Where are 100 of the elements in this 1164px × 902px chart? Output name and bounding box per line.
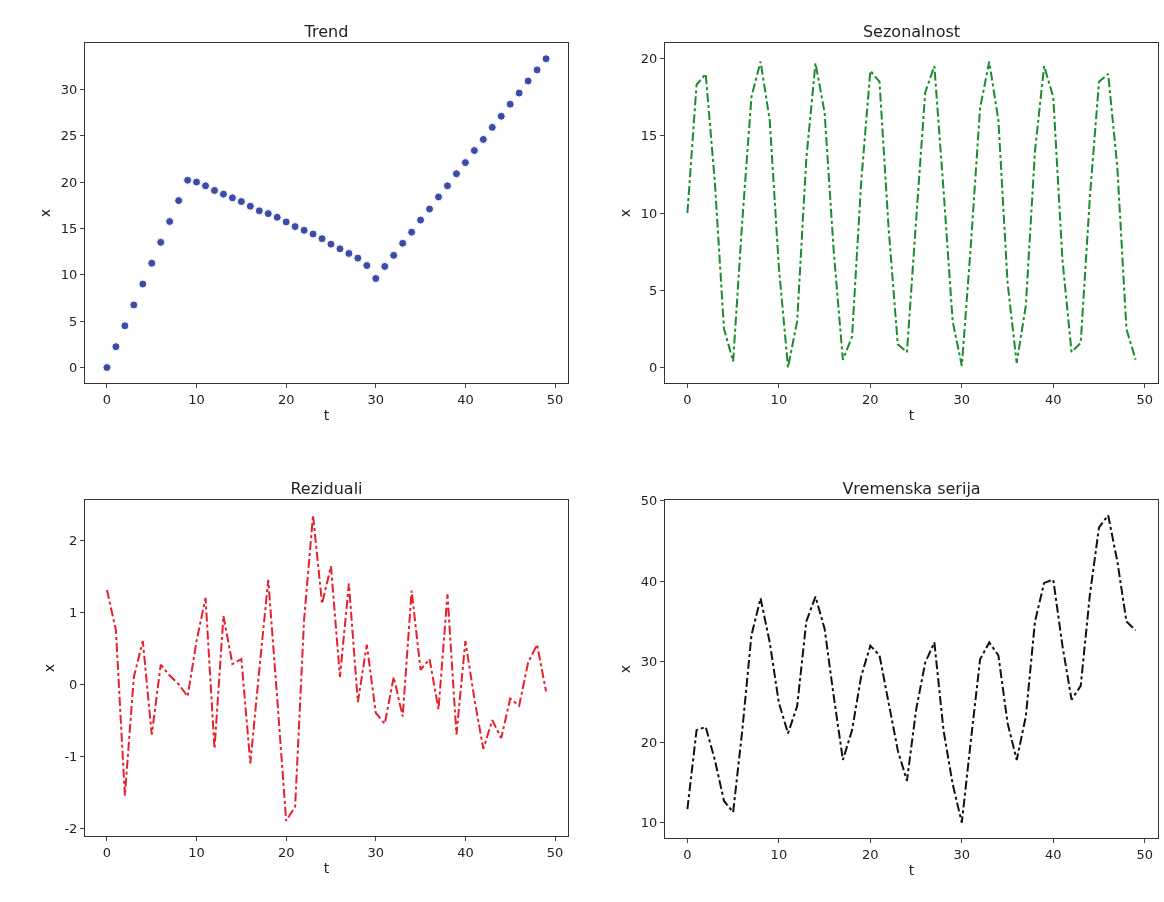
x-tick-label: 10 <box>770 391 788 407</box>
x-tick-label: 10 <box>770 846 788 862</box>
y-tick-label: 25 <box>60 128 78 144</box>
point <box>209 185 219 195</box>
y-axis-title: x <box>617 664 634 674</box>
y-tick-label: 10 <box>60 267 78 283</box>
y-tick-label: 15 <box>60 220 78 236</box>
y-tick-label: 1 <box>69 604 78 620</box>
point <box>254 206 264 216</box>
y-tick-label: 20 <box>60 174 78 190</box>
y-tick-label: 30 <box>640 654 658 670</box>
x-tick-label: 50 <box>546 844 564 860</box>
point <box>299 225 309 235</box>
x-tick-label: 20 <box>277 844 295 860</box>
point <box>263 209 273 219</box>
point <box>407 227 417 237</box>
y-tick-label: 5 <box>649 282 658 298</box>
point <box>183 175 193 185</box>
y-tick-label: 2 <box>69 532 78 548</box>
x-tick-label: 50 <box>546 391 564 407</box>
point <box>371 274 381 284</box>
x-tick-label: 40 <box>457 844 474 860</box>
y-tick-label: 10 <box>640 815 658 831</box>
point <box>362 261 372 271</box>
point <box>523 76 533 86</box>
y-tick-label: 50 <box>640 493 658 509</box>
point <box>425 204 435 214</box>
point <box>317 234 327 244</box>
x-tick-label: 0 <box>102 844 112 860</box>
point <box>442 181 452 191</box>
y-tick-label: 30 <box>60 81 78 97</box>
line-series <box>686 60 1137 369</box>
point <box>541 54 551 64</box>
line-series <box>686 514 1137 824</box>
y-tick-label: 40 <box>640 573 658 589</box>
point <box>218 189 228 199</box>
chart-title: Vremenska serija <box>842 479 981 498</box>
y-tick-label: 20 <box>640 734 658 750</box>
chart-title: Trend <box>303 22 349 41</box>
point <box>326 239 336 249</box>
point <box>129 300 139 310</box>
point <box>353 253 363 263</box>
x-tick-label: 20 <box>277 391 295 407</box>
x-tick-label: 0 <box>102 391 112 407</box>
x-tick-label: 30 <box>367 391 385 407</box>
point <box>308 229 318 239</box>
point <box>478 134 488 144</box>
y-tick-label: 15 <box>640 128 658 144</box>
point <box>451 169 461 179</box>
y-axis-title: x <box>41 663 58 673</box>
y-tick-label: 0 <box>69 676 78 692</box>
x-tick-label: 30 <box>367 844 385 860</box>
point <box>174 196 184 206</box>
point <box>165 216 175 226</box>
x-axis-title: t <box>908 861 915 878</box>
point <box>505 99 515 109</box>
point <box>147 258 157 268</box>
line-series <box>105 514 548 822</box>
point <box>335 244 345 254</box>
point <box>281 217 291 227</box>
y-tick-label: 10 <box>640 205 658 221</box>
point <box>290 222 300 232</box>
x-tick-label: 30 <box>953 846 971 862</box>
point <box>469 146 479 156</box>
point <box>532 65 542 75</box>
x-tick-label: 40 <box>457 391 474 407</box>
point <box>487 122 497 132</box>
y-tick-label: -1 <box>64 748 78 764</box>
point <box>102 363 112 373</box>
x-tick-label: 0 <box>683 846 692 862</box>
x-tick-label: 10 <box>188 844 205 860</box>
x-tick-label: 20 <box>862 391 879 407</box>
point <box>434 192 444 202</box>
y-axis-title: x <box>37 208 54 218</box>
point <box>236 197 246 207</box>
y-tick-label: 20 <box>640 51 658 66</box>
x-tick-label: 30 <box>953 391 971 407</box>
point <box>460 158 470 168</box>
point <box>496 111 506 121</box>
chart-title: Reziduali <box>290 479 363 498</box>
point <box>227 193 237 203</box>
y-axis-title: x <box>617 208 634 218</box>
y-tick-label: 0 <box>69 360 78 376</box>
x-tick-label: 50 <box>1136 391 1154 407</box>
x-tick-label: 50 <box>1136 846 1154 862</box>
point <box>120 321 130 331</box>
point <box>416 215 426 225</box>
y-tick-label: 5 <box>69 313 78 329</box>
point <box>192 177 202 187</box>
y-tick-label: -2 <box>64 820 78 836</box>
x-tick-label: 0 <box>683 391 692 407</box>
point <box>138 279 148 289</box>
point <box>272 212 282 222</box>
x-axis-title: t <box>908 406 915 423</box>
x-axis-title: t <box>323 859 330 876</box>
point <box>156 237 166 247</box>
chart-title: Sezonalnost <box>862 22 961 41</box>
x-tick-label: 40 <box>1045 391 1062 407</box>
point <box>514 88 524 98</box>
point <box>380 261 390 271</box>
